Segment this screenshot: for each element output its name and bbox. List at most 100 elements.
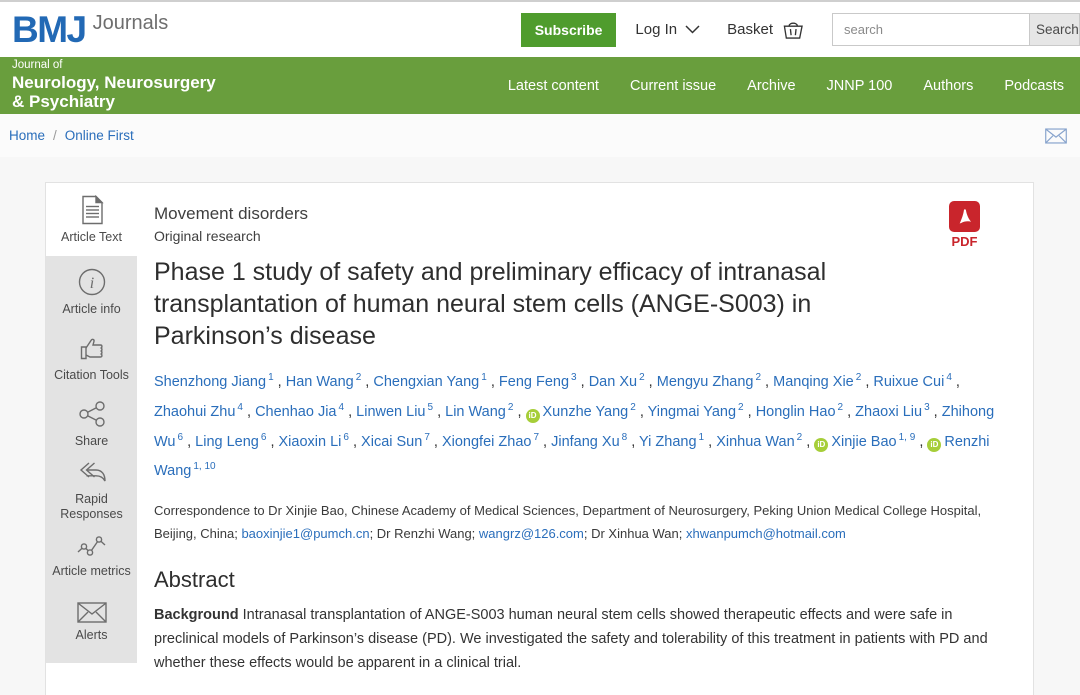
author-link-yi-zhang[interactable]: Yi Zhang — [639, 433, 697, 450]
search-button[interactable]: Search — [1030, 13, 1080, 46]
author-affiliation-sup: 1, 9 — [898, 431, 916, 443]
metrics-chart-icon — [76, 533, 108, 559]
author-link-jinfang-xu[interactable]: Jinfang Xu — [551, 433, 620, 450]
email-link[interactable]: xhwanpumch@hotmail.com — [686, 525, 846, 541]
bmj-logo[interactable]: BMJ Journals — [12, 11, 168, 48]
nav-item-archive[interactable]: Archive — [747, 77, 796, 94]
author-link-xunzhe-yang[interactable]: Xunzhe Yang — [542, 403, 629, 420]
sidebar-item-citation-tools[interactable]: Citation Tools — [46, 325, 137, 391]
sidebar-item-article-info[interactable]: i Article info — [46, 259, 137, 325]
subscribe-button[interactable]: Subscribe — [520, 12, 617, 47]
nav-item-podcasts[interactable]: Podcasts — [1004, 77, 1064, 94]
pdf-icon — [949, 201, 980, 232]
email-link[interactable]: baoxinjie1@pumch.cn — [241, 525, 370, 541]
thumbs-up-icon — [77, 333, 107, 363]
author-link-zhaoxi-liu[interactable]: Zhaoxi Liu — [855, 403, 923, 420]
info-icon: i — [77, 267, 107, 297]
author-affiliation-sup: 5 — [427, 401, 434, 413]
author-link-xinjie-bao[interactable]: Xinjie Bao — [831, 433, 897, 450]
breadcrumb: Home / Online First — [0, 114, 1080, 157]
author-affiliation-sup: 4 — [237, 401, 243, 413]
author-link-lin-wang[interactable]: Lin Wang — [445, 403, 506, 420]
main-area: Article Text i Article info Citation Tools S… — [0, 157, 1080, 695]
author-link-ruixue-cui[interactable]: Ruixue Cui — [873, 373, 945, 390]
nav-item-current-issue[interactable]: Current issue — [629, 77, 717, 94]
author-link-yingmai-yang[interactable]: Yingmai Yang — [647, 403, 737, 420]
abstract-paragraph-background: Background Intranasal transplantation of… — [154, 606, 988, 671]
top-header: BMJ Journals Subscribe Log In Basket Sea… — [0, 0, 1080, 57]
article-title: Phase 1 study of safety and preliminary … — [154, 258, 827, 350]
sidebar-item-article-metrics[interactable]: Article metrics — [46, 523, 137, 589]
author-link-feng-feng[interactable]: Feng Feng — [498, 373, 570, 390]
author-affiliation-sup: 1 — [268, 372, 274, 383]
author-link-manqing-xie[interactable]: Manqing Xie — [773, 373, 854, 390]
sidebar: Article Text i Article info Citation Tools S… — [46, 183, 137, 695]
author-link-honglin-hao[interactable]: Honglin Hao — [755, 403, 836, 420]
nav-item-latest-content[interactable]: Latest content — [507, 77, 599, 94]
author-affiliation-sup: 2 — [355, 372, 362, 383]
author-affiliation-sup: 2 — [630, 401, 636, 413]
breadcrumb-separator: / — [53, 128, 57, 143]
journal-name-line2: & Psychiatry — [12, 92, 115, 112]
sidebar-item-label: Rapid Responses — [60, 491, 123, 521]
author-link-mengyu-zhang[interactable]: Mengyu Zhang — [656, 373, 754, 390]
author-affiliation-sup: 2 — [755, 372, 762, 383]
journals-logo-text: Journals — [92, 12, 169, 34]
login-menu[interactable]: Log In — [635, 21, 700, 38]
pdf-label: PDF — [951, 234, 978, 249]
journal-title[interactable]: Journal of Neurology, Neurosurgery & Psy… — [12, 59, 216, 112]
nav-item-jnnp-100[interactable]: JNNP 100 — [826, 77, 893, 94]
author-link-zhaohui-zhu[interactable]: Zhaohui Zhu — [154, 403, 236, 420]
author-affiliation-sup: 7 — [533, 431, 540, 443]
author-affiliation-sup: 6 — [177, 431, 184, 443]
author-link-ling-leng[interactable]: Ling Leng — [195, 433, 259, 450]
orcid-icon[interactable]: iD — [814, 438, 829, 453]
author-link-xiongfei-zhao[interactable]: Xiongfei Zhao — [441, 433, 532, 450]
search-input[interactable] — [832, 13, 1030, 46]
sidebar-item-label: Article Text — [61, 229, 122, 244]
author-link-zhihong-wu[interactable]: Zhihong Wu — [154, 403, 995, 450]
sidebar-item-article-text[interactable]: Article Text — [46, 183, 137, 256]
author-link-han-wang[interactable]: Han Wang — [285, 373, 354, 390]
author-link-chengxian-yang[interactable]: Chengxian Yang — [373, 373, 480, 390]
orcid-icon[interactable]: iD — [525, 408, 540, 423]
header-actions: Subscribe Log In Basket Search — [520, 12, 1080, 47]
sidebar-item-label: Share — [74, 434, 109, 448]
author-link-chenhao-jia[interactable]: Chenhao Jia — [255, 403, 337, 420]
basket-menu[interactable]: Basket — [727, 20, 805, 40]
sidebar-item-label: Alerts — [75, 627, 108, 642]
journal-nav-bar: Journal of Neurology, Neurosurgery & Psy… — [0, 57, 1080, 114]
article-card: Article Text i Article info Citation Tools S… — [45, 182, 1034, 695]
author-affiliation-sup: 8 — [621, 431, 628, 443]
author-affiliation-sup: 2 — [855, 372, 862, 383]
author-link-dan-xu[interactable]: Dan Xu — [588, 373, 638, 390]
nav-item-authors[interactable]: Authors — [923, 77, 974, 94]
author-link-renzhi-wang[interactable]: Renzhi Wang — [154, 433, 990, 480]
sidebar-item-label: Article metrics — [52, 564, 131, 578]
author-link-xiaoxin-li[interactable]: Xiaoxin Li — [278, 433, 342, 450]
author-link-xinhua-wan[interactable]: Xinhua Wan — [716, 433, 795, 450]
author-link-shenzhong-jiang[interactable]: Shenzhong Jiang — [154, 373, 267, 390]
author-affiliation-sup: 2 — [738, 401, 744, 413]
basket-icon — [781, 20, 805, 40]
breadcrumb-home[interactable]: Home — [9, 128, 46, 143]
author-affiliation-sup: 6 — [260, 431, 267, 443]
author-affiliation-sup: 4 — [338, 401, 345, 413]
sidebar-item-rapid-responses[interactable]: Rapid Responses — [46, 457, 137, 523]
author-list: Shenzhong Jiang 1 , Han Wang 2 , Chengxian… — [154, 372, 995, 480]
abstract-heading: Abstract — [154, 566, 235, 592]
correspondence: Correspondence to Dr Xinjie Bao, Chinese… — [154, 502, 982, 541]
sidebar-item-alerts[interactable]: Alerts — [46, 589, 137, 655]
orcid-icon[interactable]: iD — [927, 438, 942, 453]
author-link-linwen-liu[interactable]: Linwen Liu — [356, 403, 426, 420]
email-page-icon[interactable] — [1045, 127, 1067, 144]
author-link-xicai-sun[interactable]: Xicai Sun — [361, 433, 423, 450]
sidebar-item-label: Citation Tools — [54, 368, 129, 382]
author-affiliation-sup: 2 — [837, 401, 844, 413]
author-affiliation-sup: 4 — [946, 372, 952, 383]
sidebar-item-share[interactable]: Share — [46, 391, 137, 457]
author-affiliation-sup: 6 — [343, 431, 349, 443]
pdf-download[interactable]: PDF — [949, 201, 980, 249]
breadcrumb-online-first[interactable]: Online First — [64, 128, 134, 143]
email-link[interactable]: wangrz@126.com — [478, 525, 584, 541]
